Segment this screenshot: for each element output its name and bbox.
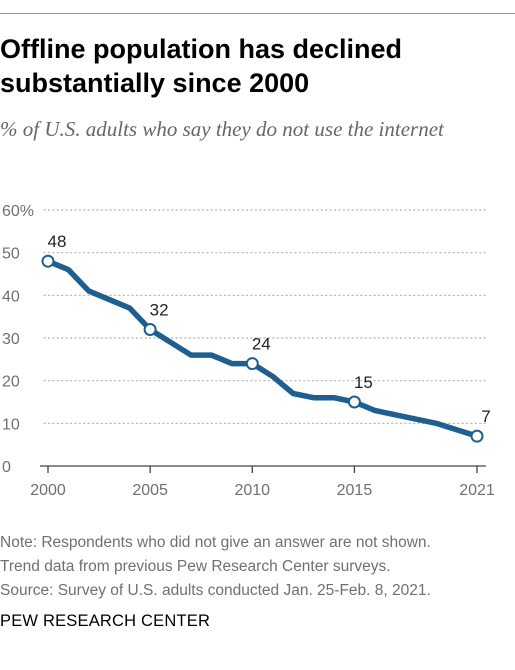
x-tick-label: 2010	[234, 482, 270, 499]
x-tick-label: 2005	[132, 482, 168, 499]
data-point-marker	[347, 395, 361, 409]
data-label: 15	[354, 373, 373, 392]
note-line: Note: Respondents who did not give an an…	[0, 534, 431, 551]
x-tick-label: 2015	[337, 482, 373, 499]
chart-notes: Note: Respondents who did not give an an…	[0, 531, 515, 603]
y-tick-label: 50	[2, 246, 20, 263]
source-line: Source: Survey of U.S. adults conducted …	[0, 582, 431, 599]
line-chart: 0 10 20 30 40 50 60% 2000 2005 2010 2015 2021 48 32 2…	[2, 203, 495, 499]
y-tick-label: 30	[2, 331, 20, 348]
y-tick-label: 0	[2, 459, 11, 476]
chart-title-line-2: substantially since 2000	[0, 68, 310, 98]
y-tick-label: 20	[2, 374, 20, 391]
chart-title-line-1: Offline population has declined	[0, 34, 403, 64]
chart-title: Offline population has declined substant…	[0, 32, 500, 100]
y-tick-label: 10	[2, 416, 20, 433]
y-tick-label: 60%	[2, 203, 34, 220]
data-label: 48	[48, 232, 67, 251]
trend-note-line: Trend data from previous Pew Research Ce…	[0, 558, 391, 575]
y-tick-label: 40	[2, 288, 20, 305]
data-label: 24	[252, 335, 271, 354]
pew-research-logo-text: PEW RESEARCH CENTER	[0, 612, 211, 630]
x-tick-label: 2000	[30, 482, 66, 499]
data-point-marker	[41, 254, 55, 268]
data-point-marker	[245, 357, 259, 371]
data-label: 32	[150, 300, 169, 319]
top-rule	[0, 13, 515, 14]
data-point-marker	[470, 429, 484, 443]
data-label: 7	[481, 407, 490, 426]
x-tick-label: 2021	[459, 482, 495, 499]
data-point-marker	[143, 322, 157, 336]
series-line	[45, 258, 480, 439]
chart-subtitle: % of U.S. adults who say they do not use…	[0, 117, 444, 141]
